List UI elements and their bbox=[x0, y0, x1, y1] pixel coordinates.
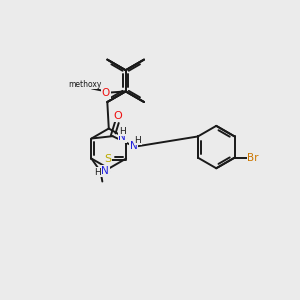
Text: H: H bbox=[135, 136, 141, 145]
Text: Br: Br bbox=[248, 153, 259, 163]
Text: O: O bbox=[101, 88, 110, 98]
Text: H: H bbox=[119, 127, 126, 136]
Text: N: N bbox=[101, 166, 109, 176]
Text: methoxy: methoxy bbox=[68, 80, 102, 88]
Text: N: N bbox=[130, 141, 137, 151]
Text: S: S bbox=[104, 154, 111, 164]
Text: H: H bbox=[94, 168, 101, 177]
Text: N: N bbox=[118, 132, 126, 142]
Text: O: O bbox=[114, 111, 122, 121]
